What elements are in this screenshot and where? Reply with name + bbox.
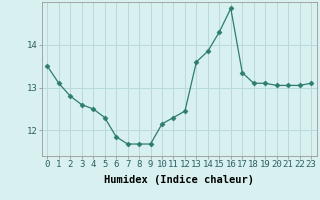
X-axis label: Humidex (Indice chaleur): Humidex (Indice chaleur): [104, 175, 254, 185]
